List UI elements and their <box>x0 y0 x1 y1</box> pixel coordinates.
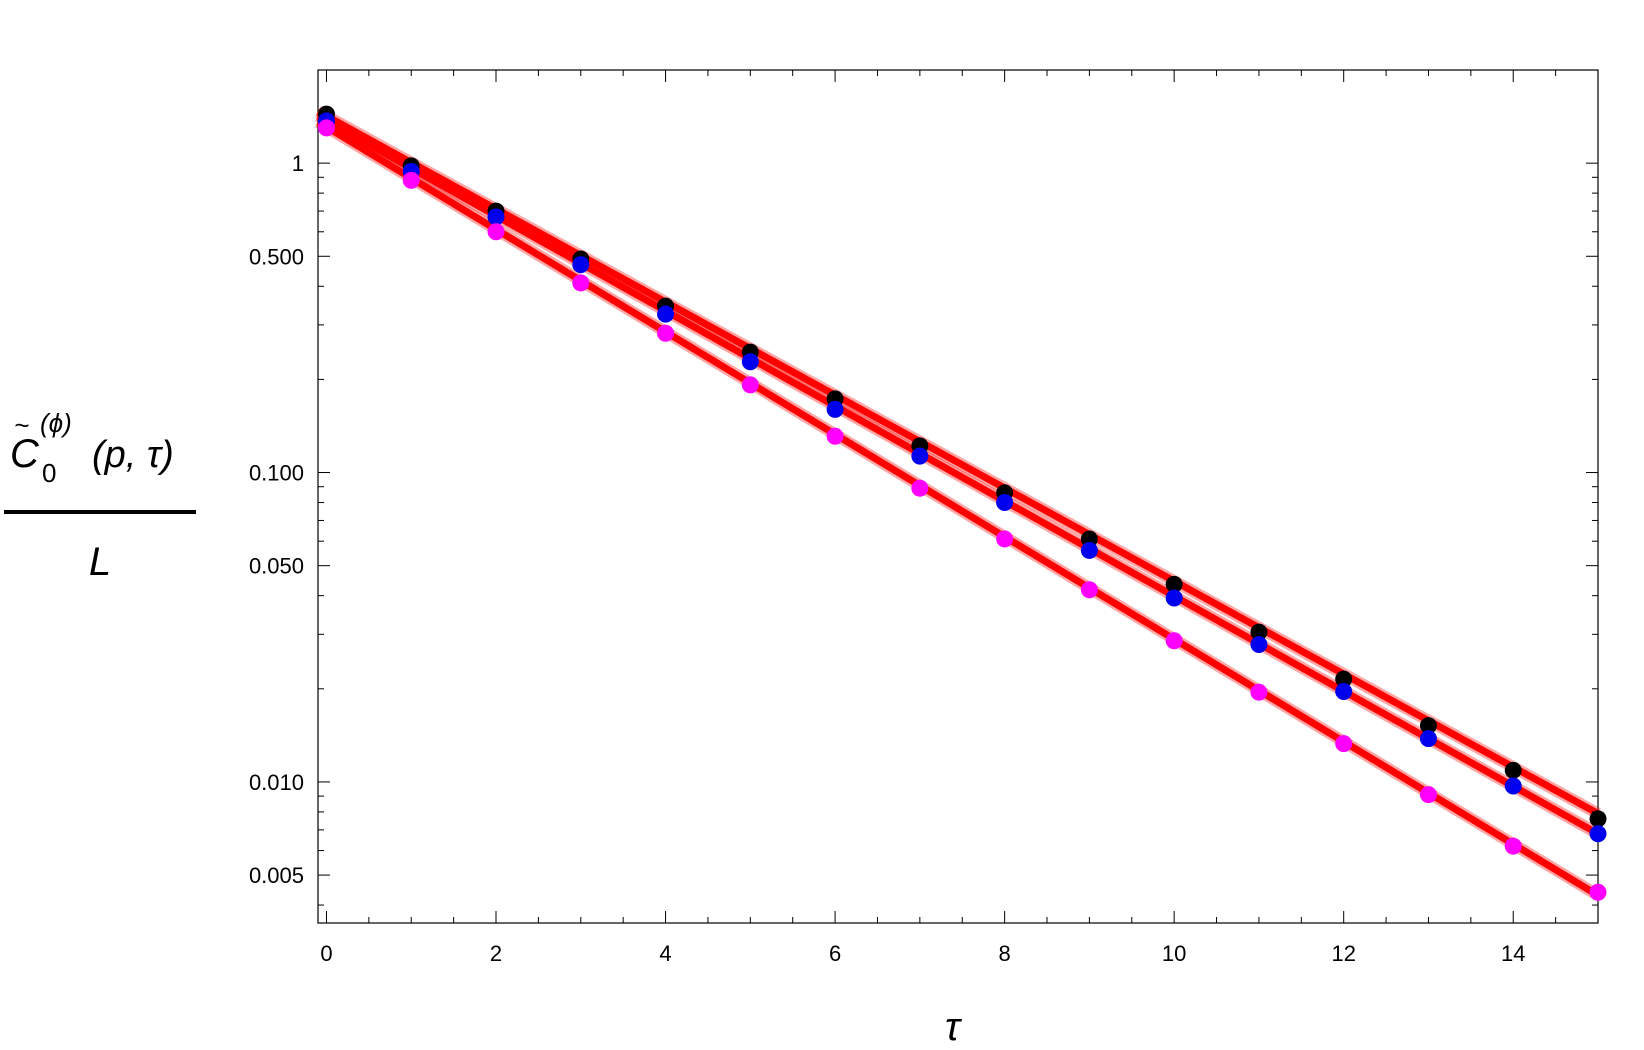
data-point-series2 <box>826 427 844 445</box>
fraction-bar <box>4 510 196 514</box>
fit-line-1 <box>316 112 1600 837</box>
x-tick-label: 12 <box>1331 941 1355 966</box>
x-tick-label: 0 <box>320 941 332 966</box>
data-points <box>317 105 1607 901</box>
y-label-superscript: (ϕ) <box>40 408 72 438</box>
data-point-series2 <box>1589 883 1607 901</box>
data-point-series2 <box>657 324 675 342</box>
y-label-symbol: C <box>10 432 39 476</box>
data-point-series2 <box>911 479 929 497</box>
data-point-series1 <box>1080 541 1098 559</box>
data-point-series1 <box>487 208 505 226</box>
data-point-series1 <box>1250 636 1268 654</box>
data-point-series2 <box>572 274 590 292</box>
data-point-series1 <box>657 305 675 323</box>
data-point-series0 <box>1504 761 1522 779</box>
fit-line-0 <box>316 108 1600 817</box>
data-point-series2 <box>402 171 420 189</box>
data-point-series2 <box>317 119 335 137</box>
y-axis-label: ~ C (ϕ) 0 (p, τ) L <box>0 390 200 590</box>
tick-labels: 0 2 4 6 8 10 12 14 1 0.500 0.100 0.050 0.010 0.005 <box>249 151 1526 966</box>
data-point-series1 <box>741 353 759 371</box>
data-point-series1 <box>996 494 1014 512</box>
x-tick-label: 10 <box>1162 941 1186 966</box>
y-tick-label: 0.100 <box>249 461 304 486</box>
data-point-series0 <box>1335 670 1353 688</box>
data-point-series1 <box>911 447 929 465</box>
fit-lines <box>314 106 1602 901</box>
data-point-series1 <box>572 256 590 274</box>
data-point-series2 <box>1419 786 1437 804</box>
data-point-series2 <box>996 530 1014 548</box>
data-point-series1 <box>1589 825 1607 843</box>
data-point-series0 <box>1589 810 1607 828</box>
y-label-tilde: ~ <box>14 410 30 440</box>
data-point-series1 <box>1165 589 1183 607</box>
data-point-series1 <box>1419 730 1437 748</box>
plot-frame <box>317 69 1599 924</box>
y-tick-label: 0.050 <box>249 554 304 579</box>
x-axis-label: τ <box>945 1005 960 1049</box>
data-point-series2 <box>1250 683 1268 701</box>
y-tick-label: 0.005 <box>249 863 304 888</box>
data-point-series2 <box>1165 632 1183 650</box>
y-tick-label: 0.500 <box>249 244 304 269</box>
x-tick-label: 4 <box>659 941 671 966</box>
data-point-series1 <box>826 400 844 418</box>
x-tick-label: 8 <box>998 941 1010 966</box>
x-tick-label: 2 <box>490 941 502 966</box>
data-point-series2 <box>487 223 505 241</box>
data-point-series0 <box>1165 575 1183 593</box>
data-point-series2 <box>1080 581 1098 599</box>
data-point-series2 <box>1504 837 1522 855</box>
data-point-series0 <box>1250 623 1268 641</box>
data-point-series2 <box>741 376 759 394</box>
x-tick-label: 6 <box>829 941 841 966</box>
data-point-series0 <box>1419 717 1437 735</box>
x-tick-label: 14 <box>1501 941 1525 966</box>
data-point-series1 <box>1335 683 1353 701</box>
y-tick-label: 1 <box>292 151 304 176</box>
y-tick-label: 0.010 <box>249 770 304 795</box>
y-label-denominator: L <box>88 540 112 584</box>
data-point-series1 <box>1504 777 1522 795</box>
y-label-subscript: 0 <box>42 458 57 488</box>
axis-ticks <box>318 69 1599 923</box>
y-label-args: (p, τ) <box>92 434 174 476</box>
data-point-series2 <box>1335 735 1353 753</box>
fit-line-2 <box>316 118 1600 899</box>
